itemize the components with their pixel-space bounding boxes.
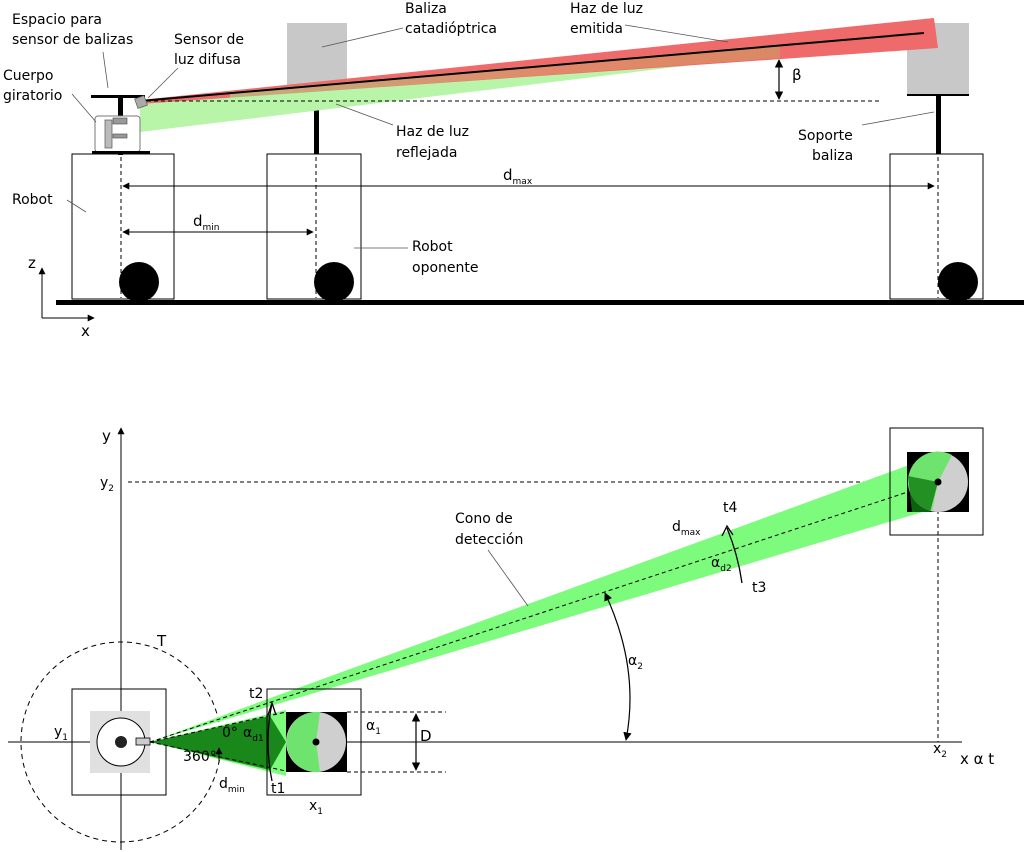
leader-robot xyxy=(66,199,87,213)
near-beacon-center xyxy=(312,738,320,746)
D-label: D xyxy=(420,727,432,745)
space-label: Espacio para xyxy=(12,12,102,28)
emitted-label-2: emitida xyxy=(570,21,623,37)
diffuse-sensor-icon xyxy=(134,95,148,109)
beacon-support xyxy=(314,97,319,154)
dmin-top-label: dmin xyxy=(219,776,245,795)
leader-sensor xyxy=(147,67,179,99)
x1-label: x1 xyxy=(309,798,323,817)
y2-label: y2 xyxy=(100,475,114,494)
x-alpha-t-axis-label: x α t xyxy=(960,750,994,768)
x-axis-label-side: x xyxy=(81,322,90,340)
body-label-2: giratorio xyxy=(3,88,62,104)
alpha2-label: α2 xyxy=(628,653,643,672)
ray-to-far xyxy=(149,481,939,743)
leader-support xyxy=(861,111,935,126)
cone-label-2: detección xyxy=(455,532,523,548)
gear-icon-lower xyxy=(112,133,128,139)
side-view: β dmax dmin Espacio para sensor de baliz… xyxy=(3,1,1024,340)
opponent-label: Robot xyxy=(412,239,453,255)
near-cone-dark xyxy=(150,716,286,770)
ray-lower-near xyxy=(149,741,287,772)
x2-label: x2 xyxy=(933,741,947,760)
t3-label: t3 xyxy=(752,580,766,596)
zero-degree-label: 0° xyxy=(222,725,238,741)
y1-label: y1 xyxy=(54,724,68,743)
motor-icon xyxy=(104,119,113,149)
support-label: Soporte xyxy=(798,128,853,144)
near-sweep-arc xyxy=(267,702,273,782)
far-beacon-dark xyxy=(908,476,938,512)
leader-beacon xyxy=(321,27,404,48)
far-beacon-center xyxy=(934,478,942,486)
reflected-label-2: reflejada xyxy=(396,145,457,161)
leader-body xyxy=(71,93,97,123)
sensor-label: Sensor de xyxy=(174,32,244,48)
T-label: T xyxy=(156,632,167,650)
dmax-label: dmax xyxy=(503,166,533,187)
far-beacon-plate xyxy=(907,93,969,96)
reflected-label: Haz de luz xyxy=(396,124,469,140)
central-ray xyxy=(139,32,925,102)
alpha1-label: α1 xyxy=(366,718,381,737)
opponent-wheel xyxy=(314,262,354,302)
robot-label: Robot xyxy=(12,192,53,208)
360-degree-label: 360° xyxy=(183,749,217,765)
gear-icon xyxy=(112,117,128,125)
top-view: y y2 T y1 xyxy=(8,427,994,850)
t2-label: t2 xyxy=(249,686,263,702)
t4-label: t4 xyxy=(723,500,737,516)
y-axis-label: y xyxy=(102,427,111,445)
z-axis-label: z xyxy=(28,254,36,272)
detection-cone xyxy=(150,456,946,742)
space-label-2: sensor de balizas xyxy=(12,32,133,48)
robot-wheel xyxy=(119,262,159,302)
beacon-label-2: catadióptrica xyxy=(405,21,497,37)
t1-label: t1 xyxy=(271,781,285,797)
body-base xyxy=(92,151,150,154)
body-label: Cuerpo xyxy=(3,68,53,84)
t4-arrowhead xyxy=(721,524,734,537)
dmin-label: dmin xyxy=(193,212,220,233)
beta-label: β xyxy=(792,66,802,84)
rotor-hub xyxy=(115,736,127,748)
alpha-d1-label: αd1 xyxy=(243,725,264,744)
ray-upper-near xyxy=(149,711,287,743)
opponent-label-2: oponente xyxy=(412,260,478,276)
far-beacon-support xyxy=(936,95,941,154)
alpha-d2-label: αd2 xyxy=(711,555,732,574)
far-wheel xyxy=(938,262,978,302)
far-sweep-arc xyxy=(726,527,743,584)
emitted-label: Haz de luz xyxy=(570,1,643,17)
sensor-label-2: luz difusa xyxy=(174,52,241,68)
cone-label: Cono de xyxy=(455,511,513,527)
support-label-2: baliza xyxy=(812,148,853,164)
ground-line xyxy=(56,300,1024,305)
near-beacon-lit xyxy=(286,711,320,773)
leader-space xyxy=(102,51,109,89)
t2-arrowhead xyxy=(267,700,277,716)
leader-emitted xyxy=(624,24,729,43)
dmax-top-label: dmax xyxy=(672,519,701,538)
leader-reflected xyxy=(335,103,394,126)
leader-cone xyxy=(487,549,529,607)
emitter-icon xyxy=(135,737,151,746)
far-opponent-footprint xyxy=(889,427,984,536)
near-opponent-footprint xyxy=(266,688,362,796)
alpha2-arc xyxy=(604,592,632,741)
beacon-label: Baliza xyxy=(405,1,447,17)
